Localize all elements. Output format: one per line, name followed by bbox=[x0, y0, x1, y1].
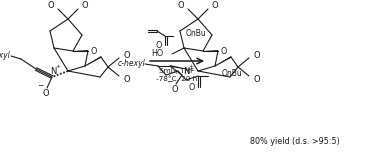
Text: +: + bbox=[55, 65, 60, 69]
Text: +: + bbox=[188, 63, 194, 69]
Polygon shape bbox=[85, 56, 101, 66]
Text: O: O bbox=[124, 51, 130, 59]
Text: -78°C, 20 h: -78°C, 20 h bbox=[156, 76, 198, 82]
Text: HO: HO bbox=[152, 49, 164, 59]
Text: O: O bbox=[43, 89, 49, 97]
Text: O: O bbox=[124, 75, 130, 83]
Text: O: O bbox=[254, 51, 260, 59]
Text: OnBu: OnBu bbox=[222, 69, 243, 79]
Text: 80% yield (d.s. >95:5): 80% yield (d.s. >95:5) bbox=[250, 136, 340, 145]
Text: O: O bbox=[156, 41, 162, 49]
Polygon shape bbox=[215, 56, 231, 66]
Text: O: O bbox=[178, 0, 184, 10]
Text: −: − bbox=[166, 77, 172, 86]
Text: OnBu: OnBu bbox=[186, 28, 207, 38]
Text: N: N bbox=[183, 66, 189, 76]
Text: −: − bbox=[37, 82, 43, 90]
Text: SmI₂, THF: SmI₂, THF bbox=[160, 68, 195, 74]
Text: O: O bbox=[189, 83, 195, 91]
Text: O: O bbox=[254, 75, 260, 83]
Text: O: O bbox=[212, 0, 218, 10]
Text: O: O bbox=[221, 46, 227, 55]
Polygon shape bbox=[73, 50, 88, 52]
Text: O: O bbox=[172, 84, 178, 93]
Text: O: O bbox=[48, 0, 54, 10]
Text: c-hexyl: c-hexyl bbox=[0, 52, 10, 61]
Polygon shape bbox=[203, 50, 218, 52]
Text: O: O bbox=[82, 0, 88, 10]
Text: N: N bbox=[50, 68, 56, 76]
Polygon shape bbox=[170, 65, 198, 71]
Text: c-hexyl: c-hexyl bbox=[117, 59, 145, 69]
Text: O: O bbox=[91, 46, 97, 55]
